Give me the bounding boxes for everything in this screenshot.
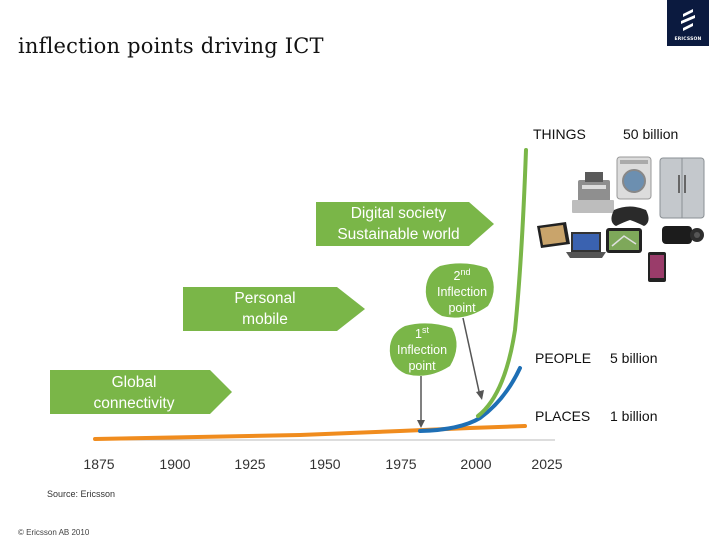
copyright-note: © Ericsson AB 2010 bbox=[18, 528, 90, 537]
laptop-icon bbox=[566, 232, 606, 258]
year-label: 1925 bbox=[234, 456, 266, 472]
first-inflection-label: 1st Inflection point bbox=[396, 324, 448, 373]
refrigerator-icon bbox=[659, 157, 705, 219]
tablet-icon bbox=[537, 222, 570, 248]
second-inflection-bubble bbox=[425, 263, 494, 318]
people-label: PEOPLE bbox=[535, 350, 592, 366]
global-connectivity-label: Global connectivity bbox=[93, 374, 175, 412]
year-label: 2000 bbox=[460, 456, 492, 472]
source-note: Source: Ericsson bbox=[47, 489, 116, 499]
global-connectivity-arrow bbox=[50, 370, 232, 414]
personal-mobile-arrow bbox=[183, 287, 365, 331]
first-inflection-arrowhead bbox=[417, 420, 425, 428]
places-label: PLACES bbox=[535, 408, 591, 424]
camcorder-icon bbox=[662, 226, 704, 244]
second-inflection-pointer bbox=[462, 317, 481, 397]
ericsson-logo: ERICSSON bbox=[667, 0, 709, 46]
people-value: 5 billion bbox=[610, 350, 658, 366]
things-label: THINGS bbox=[533, 126, 586, 142]
second-inflection-label: 2nd Inflection point bbox=[436, 266, 488, 315]
logo-wordmark: ERICSSON bbox=[674, 37, 702, 42]
slide-title: inflection points driving ICT bbox=[18, 34, 324, 58]
first-inflection-bubble bbox=[389, 323, 457, 376]
year-label: 1900 bbox=[159, 456, 191, 472]
washing-machine-icon bbox=[616, 156, 652, 200]
ericsson-logo-icon bbox=[681, 9, 695, 31]
gps-icon bbox=[606, 228, 642, 253]
personal-mobile-label: Personal mobile bbox=[234, 290, 296, 328]
cash-register-icon bbox=[572, 172, 614, 213]
smartphone-icon bbox=[648, 252, 666, 282]
digital-society-arrow bbox=[316, 202, 494, 246]
people-curve bbox=[418, 366, 522, 433]
year-label: 1875 bbox=[83, 456, 115, 472]
places-value: 1 billion bbox=[610, 408, 658, 424]
year-label: 2025 bbox=[531, 456, 563, 472]
places-curve bbox=[93, 424, 527, 441]
things-value: 50 billion bbox=[623, 126, 679, 142]
year-label: 1975 bbox=[385, 456, 417, 472]
digital-society-label: Digital society Sustainable world bbox=[337, 205, 460, 243]
second-inflection-arrowhead bbox=[476, 390, 484, 400]
year-label: 1950 bbox=[309, 456, 341, 472]
gamepad-icon bbox=[611, 206, 649, 226]
things-curve bbox=[476, 148, 528, 418]
